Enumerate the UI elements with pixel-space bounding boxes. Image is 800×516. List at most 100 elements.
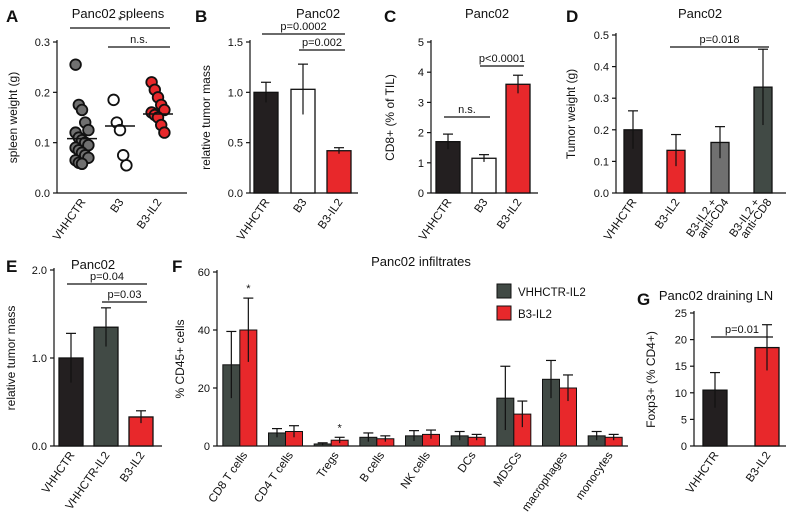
y-tick-label: 0.0	[32, 441, 47, 453]
y-tick-label: 5	[681, 414, 687, 426]
category-label: CD8 T cells	[207, 450, 251, 505]
y-tick-label: 0.0	[35, 188, 50, 200]
y-tick-label: 0	[681, 441, 687, 453]
data-point	[82, 123, 95, 137]
bar	[93, 326, 119, 447]
y-tick-label: 0.1	[35, 138, 50, 150]
y-tick-label: 25	[675, 308, 687, 320]
category-label: B3-IL2	[316, 197, 345, 232]
y-axis-label: CD8+ (% of TIL)	[383, 74, 397, 161]
y-tick-label: 0.3	[594, 93, 609, 105]
legend-label: B3-IL2	[518, 309, 552, 321]
category-label: CD4 T cells	[252, 450, 296, 505]
y-axis-label: spleen weight (g)	[6, 72, 20, 163]
chart-f: Panc02 infiltrates % CD45+ cells 0 20 40 60 * C…	[173, 254, 628, 514]
chart-title: Panc02	[296, 6, 340, 21]
y-tick-label: 10	[675, 388, 687, 400]
charts: Panc02 spleens spleen weight (g) 0.0 0.1 0.2…	[4, 6, 786, 514]
category-label: B3-IL2	[653, 197, 682, 232]
panel-letter-d: D	[566, 7, 578, 26]
category-label: Tregs	[315, 450, 342, 481]
y-tick-label: 0.2	[594, 125, 609, 137]
panel-letter-a: A	[6, 7, 18, 26]
panel-letter-g: G	[637, 290, 650, 309]
chart-d: Panc02 Tumor weight (g) 0.0 0.1 0.2 0.3 0.4 0.5…	[564, 6, 786, 243]
category-label: B3-IL2	[118, 450, 147, 485]
y-tick-label: 1.0	[32, 353, 47, 365]
bar	[326, 150, 352, 194]
bar	[435, 141, 461, 194]
y-tick-label: 0.1	[594, 156, 609, 168]
y-tick-label: 2.0	[32, 265, 47, 277]
y-axis-label: Tumor weight (g)	[564, 69, 578, 159]
y-tick-label: 5	[418, 37, 424, 49]
significance-star: *	[338, 422, 343, 434]
category-label: NK cells	[399, 450, 433, 492]
category-label: B3-IL2	[135, 197, 164, 232]
category-label: B3-IL2	[495, 197, 524, 232]
data-point	[107, 93, 120, 107]
data-point	[158, 126, 171, 139]
category-label: VHHCTR	[51, 197, 88, 243]
significance-star: *	[246, 283, 251, 295]
category-label: monocytes	[574, 450, 616, 503]
y-axis-label: Foxp3+ (% CD4+)	[644, 331, 658, 428]
category-label: B3-IL2	[744, 450, 773, 485]
significance-label: p=0.03	[108, 289, 142, 301]
panel-letter-f: F	[172, 257, 182, 276]
significance-label: n.s.	[458, 104, 476, 116]
panel-letter-b: B	[195, 7, 207, 26]
y-tick-label: 2	[418, 128, 424, 140]
category-label: VHHCTR	[602, 197, 639, 243]
significance-label: p=0.01	[725, 324, 759, 336]
legend-swatch	[496, 283, 512, 299]
significance-label: p=0.04	[90, 271, 124, 283]
y-tick-label: 20	[675, 335, 687, 347]
y-tick-label: 1	[418, 158, 424, 170]
category-label: DCs	[456, 450, 479, 475]
y-axis-label: relative tumor mass	[4, 306, 18, 411]
y-tick-label: 0.2	[35, 87, 50, 99]
bar	[505, 83, 531, 194]
y-tick-label: 0.0	[228, 188, 243, 200]
y-tick-label: 40	[198, 325, 210, 337]
bar	[471, 157, 497, 194]
y-axis-label: % CD45+ cells	[173, 319, 187, 398]
category-label: VHHCTR	[684, 450, 721, 496]
chart-c: Panc02 CD8+ (% of TIL) 0 1 2 3 4 5 VHHCTR B3 B3-IL…	[383, 6, 538, 243]
data-point	[75, 103, 89, 117]
y-tick-label: 0.3	[35, 37, 50, 49]
y-tick-label: 0.5	[594, 30, 609, 42]
chart-title: Panc02	[465, 6, 509, 21]
y-tick-label: 3	[418, 97, 424, 109]
data-point	[113, 123, 127, 137]
chart-title: Panc02 spleens	[72, 6, 165, 21]
y-tick-label: 60	[198, 267, 210, 279]
legend-swatch	[496, 305, 512, 321]
category-label: B cells	[358, 450, 387, 485]
data-point	[69, 58, 82, 71]
bar	[253, 91, 279, 194]
category-label: B3	[473, 197, 491, 215]
chart-a: Panc02 spleens spleen weight (g) 0.0 0.1 0.2…	[6, 6, 187, 243]
panel-letter-e: E	[6, 257, 17, 276]
legend-label: VHHCTR-IL2	[518, 287, 586, 299]
data-point	[75, 157, 89, 171]
category-label: VHHCTR	[40, 450, 77, 496]
chart-g: Panc02 draining LN Foxp3+ (% CD4+) 0 5 10 15 2…	[644, 288, 786, 496]
y-tick-label: 0.4	[594, 62, 609, 74]
chart-title: Panc02	[678, 6, 722, 21]
significance-label: p=0.002	[302, 37, 342, 49]
data-point	[120, 159, 133, 172]
chart-e: Panc02 relative tumor mass 0.0 1.0 2.0 VHHCTR…	[4, 257, 162, 512]
y-tick-label: 0.0	[594, 188, 609, 200]
panel-letter-c: C	[384, 7, 396, 26]
y-tick-label: 0	[418, 188, 424, 200]
y-tick-label: 20	[198, 383, 210, 395]
y-tick-label: 0.5	[228, 138, 243, 150]
y-tick-label: 0	[204, 441, 210, 453]
y-tick-label: 1.0	[228, 87, 243, 99]
chart-b: Panc02 relative tumor mass 0.0 0.5 1.0 1.5 VHH…	[199, 6, 358, 243]
chart-title: Panc02 draining LN	[659, 288, 773, 303]
